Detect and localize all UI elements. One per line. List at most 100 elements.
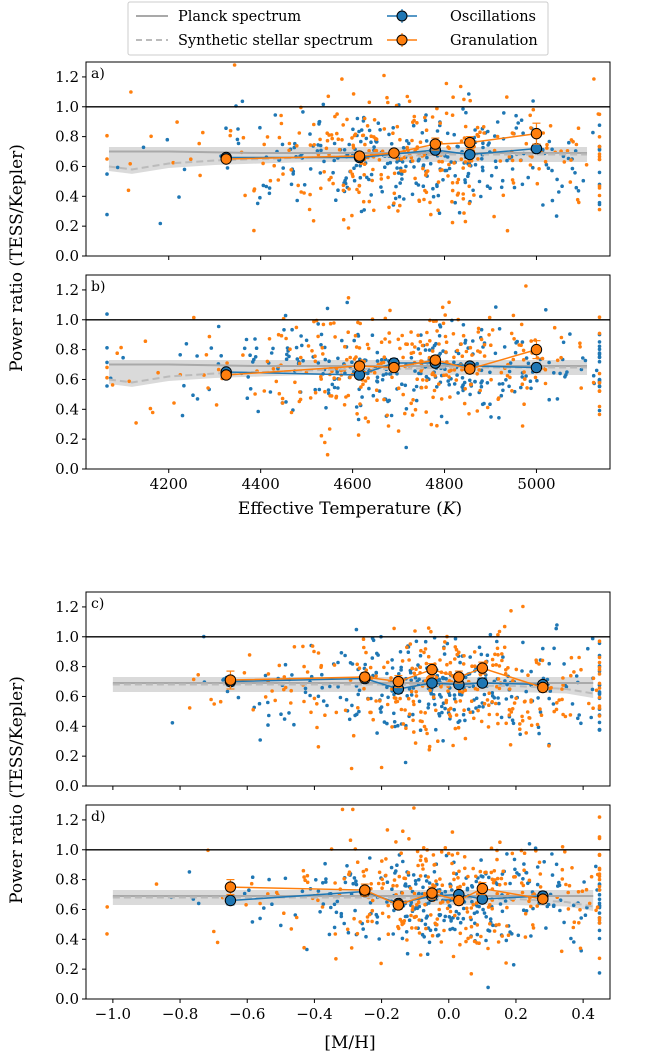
star-point-oscillations	[468, 392, 472, 397]
star-point-granulation	[597, 660, 602, 665]
star-point-oscillations	[597, 928, 602, 933]
star-point-granulation	[192, 315, 196, 320]
star-point-granulation	[576, 890, 581, 894]
star-point-oscillations	[499, 185, 504, 190]
star-point-granulation	[302, 945, 306, 950]
star-point-granulation	[212, 702, 216, 706]
star-point-oscillations	[463, 718, 467, 723]
star-point-granulation	[531, 926, 536, 930]
star-point-granulation	[494, 663, 499, 667]
star-point-oscillations	[316, 322, 321, 326]
star-point-granulation	[391, 131, 395, 135]
star-point-granulation	[431, 853, 436, 857]
star-point-granulation	[280, 401, 285, 405]
star-point-granulation	[410, 342, 414, 346]
star-point-oscillations	[391, 932, 396, 936]
star-point-oscillations	[526, 881, 530, 886]
star-point-granulation	[479, 719, 484, 724]
star-point-oscillations	[441, 349, 445, 353]
star-point-granulation	[421, 867, 425, 871]
star-point-oscillations	[424, 879, 429, 883]
star-point-granulation	[407, 712, 412, 716]
star-point-granulation	[302, 664, 306, 669]
star-point-granulation	[522, 851, 527, 855]
star-point-granulation	[447, 300, 451, 305]
star-point-granulation	[454, 700, 458, 704]
star-point-oscillations	[432, 870, 437, 874]
star-point-oscillations	[562, 662, 566, 666]
star-point-granulation	[251, 707, 255, 712]
star-point-oscillations	[345, 300, 350, 305]
star-point-oscillations	[589, 715, 593, 720]
star-point-granulation	[414, 926, 418, 930]
star-point-oscillations	[546, 166, 551, 170]
star-point-granulation	[356, 706, 360, 710]
star-point-granulation	[346, 296, 351, 300]
star-point-granulation	[431, 695, 436, 699]
star-point-granulation	[594, 688, 599, 693]
star-point-granulation	[505, 95, 509, 99]
star-point-oscillations	[266, 700, 270, 705]
star-point-granulation	[355, 931, 360, 936]
star-point-oscillations	[332, 385, 337, 390]
binned-point-granulation	[426, 887, 438, 899]
star-point-oscillations	[550, 873, 555, 877]
star-point-oscillations	[419, 333, 423, 337]
star-point-oscillations	[494, 305, 498, 309]
star-point-oscillations	[513, 350, 518, 355]
star-point-granulation	[463, 866, 467, 871]
star-point-granulation	[396, 209, 400, 213]
star-point-granulation	[438, 168, 443, 173]
star-point-granulation	[461, 192, 466, 196]
star-point-oscillations	[283, 662, 288, 667]
star-point-granulation	[446, 689, 450, 693]
star-point-granulation	[478, 388, 483, 393]
star-point-granulation	[500, 658, 504, 663]
star-point-oscillations	[479, 652, 484, 657]
y-axis-label-bottom: Power ratio (TESS/Kepler)	[7, 676, 27, 904]
star-point-granulation	[332, 321, 336, 325]
star-point-granulation	[366, 346, 371, 351]
star-point-oscillations	[437, 211, 442, 215]
star-point-granulation	[414, 667, 418, 671]
star-point-granulation	[392, 878, 397, 882]
star-point-granulation	[379, 961, 383, 966]
star-point-oscillations	[392, 720, 397, 724]
star-point-granulation	[465, 906, 469, 911]
binned-line-granulation	[226, 348, 537, 376]
star-point-oscillations	[537, 731, 541, 736]
panel-label: c)	[91, 596, 104, 612]
star-point-granulation	[380, 877, 385, 882]
star-point-oscillations	[375, 379, 379, 383]
star-point-granulation	[279, 121, 284, 126]
binned-point-granulation	[476, 662, 489, 674]
star-point-granulation	[390, 375, 394, 380]
star-point-granulation	[507, 713, 512, 717]
star-point-oscillations	[514, 113, 518, 118]
star-point-oscillations	[303, 690, 308, 695]
star-point-oscillations	[597, 897, 602, 902]
star-point-oscillations	[597, 200, 602, 205]
star-point-oscillations	[301, 358, 305, 363]
star-point-granulation	[451, 743, 455, 748]
star-point-oscillations	[401, 859, 405, 864]
star-point-granulation	[357, 666, 362, 670]
star-point-oscillations	[552, 646, 556, 651]
star-point-oscillations	[262, 906, 266, 910]
star-point-granulation	[579, 667, 583, 672]
star-point-oscillations	[499, 715, 504, 720]
star-point-oscillations	[597, 911, 602, 915]
star-point-granulation	[485, 698, 490, 702]
star-point-oscillations	[401, 146, 406, 150]
star-point-granulation	[287, 141, 292, 146]
star-point-granulation	[421, 846, 426, 850]
star-point-oscillations	[445, 155, 450, 159]
star-point-granulation	[198, 173, 202, 178]
star-point-granulation	[467, 412, 471, 416]
star-point-oscillations	[316, 889, 321, 893]
star-point-oscillations	[404, 723, 408, 728]
star-point-granulation	[403, 411, 407, 416]
star-point-oscillations	[579, 367, 584, 372]
star-point-granulation	[380, 859, 384, 863]
star-point-granulation	[303, 878, 307, 882]
